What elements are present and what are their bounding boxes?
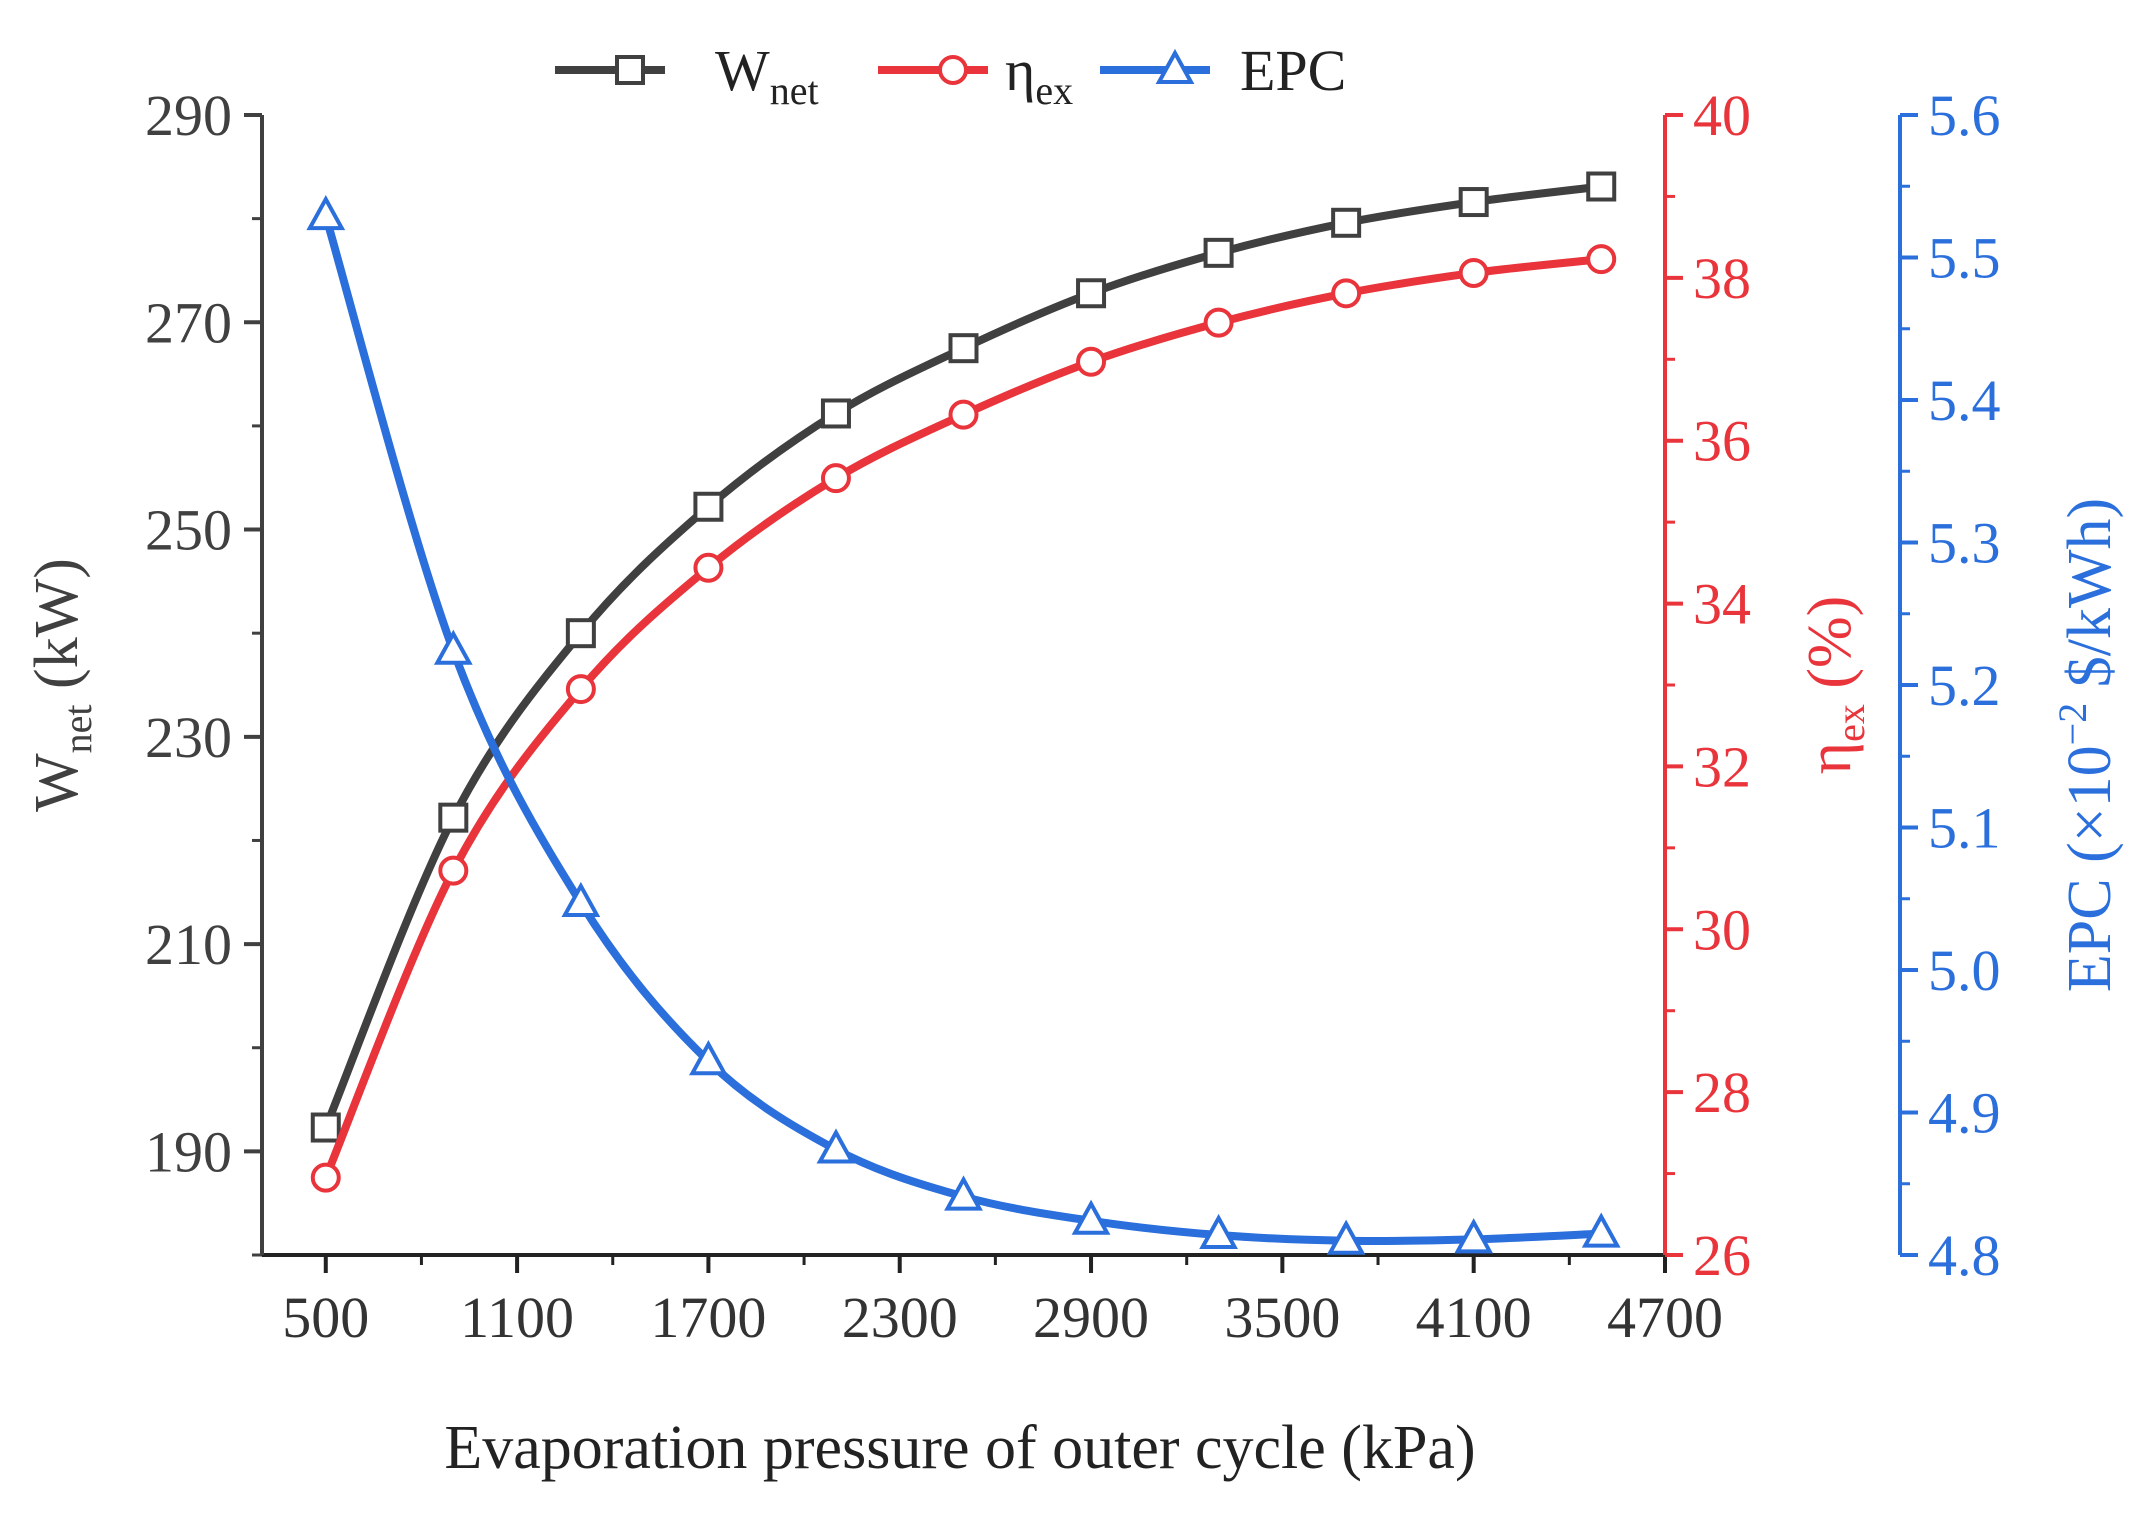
left-tick-label: 230 (145, 705, 232, 770)
x-tick-label: 4100 (1416, 1285, 1532, 1350)
right1-tick-label: 30 (1693, 897, 1751, 962)
series-line (321, 212, 1606, 1245)
left-axis-title: Wnet (kW) (23, 558, 100, 812)
left-tick-label: 290 (145, 83, 232, 148)
right1-tick-label: 28 (1693, 1060, 1751, 1125)
right1-tick-label: 36 (1693, 409, 1751, 474)
right2-tick-label: 5.2 (1928, 653, 2001, 718)
right1-axis-title: ηex (%) (1796, 596, 1873, 775)
right2-tick-label: 4.8 (1928, 1223, 2001, 1288)
series-square (310, 171, 1617, 1143)
legend-label: ηex (1005, 38, 1073, 113)
left-tick-label: 250 (145, 498, 232, 563)
right2-tick-label: 4.9 (1928, 1081, 2001, 1146)
right2-axis-title: EPC (×10−2 $/kWh) (2050, 498, 2124, 992)
legend-item: EPC (1100, 38, 1346, 103)
series-layer (306, 171, 1621, 1255)
x-tick-label: 2900 (1033, 1285, 1149, 1350)
x-tick-label: 500 (282, 1285, 369, 1350)
data-point (820, 398, 851, 429)
data-point (1458, 257, 1489, 288)
data-point (565, 674, 596, 705)
data-point (1199, 1213, 1238, 1250)
right1-tick-label: 40 (1693, 83, 1751, 148)
data-point (438, 855, 469, 886)
legend-item: ηex (878, 38, 1073, 113)
data-point (1203, 237, 1234, 268)
data-point (1326, 1219, 1366, 1255)
series-triangle (306, 195, 1621, 1255)
data-point (1331, 278, 1362, 309)
right2-tick-label: 5.1 (1928, 796, 2001, 861)
data-point (438, 802, 469, 833)
data-point (561, 881, 601, 918)
data-point (1454, 1218, 1494, 1254)
legend: Wnet ηex EPC (555, 38, 1346, 113)
data-point (816, 1128, 856, 1164)
left-tick-label: 210 (145, 912, 232, 977)
legend-label: Wnet (715, 38, 819, 113)
x-tick-label: 1100 (460, 1285, 574, 1350)
x-tick-label: 3500 (1224, 1285, 1340, 1350)
data-point (433, 629, 473, 665)
data-point (1586, 171, 1617, 202)
data-point (948, 333, 979, 364)
right2-tick-label: 5.6 (1928, 83, 2001, 148)
axes: 500 1100 1700 2300 2900 3500 4100 4700 190 210 230… (23, 83, 2124, 1350)
right2-tick-label: 5.3 (1928, 511, 2001, 576)
data-point (1203, 307, 1234, 338)
x-tick-label: 1700 (650, 1285, 766, 1350)
left-tick-label: 270 (145, 290, 232, 355)
legend-marker (938, 55, 968, 85)
data-point (1586, 244, 1617, 275)
data-point (1071, 1199, 1111, 1235)
data-point (820, 463, 851, 494)
right2-tick-label: 5.4 (1928, 368, 2001, 433)
legend-marker (615, 55, 645, 85)
data-point (1581, 1212, 1621, 1248)
right1-tick-label: 32 (1693, 734, 1751, 799)
data-point (948, 399, 979, 430)
series-line (321, 182, 1606, 1132)
data-point (693, 552, 724, 583)
right1-tick-label: 38 (1693, 246, 1751, 311)
data-point (1076, 346, 1107, 377)
legend-marker (1155, 48, 1195, 84)
data-point (944, 1175, 983, 1211)
series-line (321, 255, 1606, 1182)
data-point (1076, 278, 1107, 309)
data-point (689, 1040, 728, 1076)
data-point (310, 1112, 341, 1143)
x-axis-title: Evaporation pressure of outer cycle (kPa… (444, 1414, 1475, 1482)
data-point (306, 195, 346, 231)
right2-tick-label: 5.5 (1928, 226, 2001, 291)
data-point (1458, 187, 1489, 218)
data-point (310, 1162, 341, 1193)
legend-label: EPC (1240, 38, 1346, 103)
right2-tick-label: 5.0 (1928, 938, 2001, 1003)
series-circle (310, 244, 1617, 1193)
left-tick-label: 190 (145, 1119, 232, 1184)
right1-tick-label: 34 (1693, 572, 1751, 637)
data-point (565, 618, 596, 649)
data-point (1331, 207, 1362, 238)
data-point (693, 491, 724, 522)
legend-item: Wnet (555, 38, 819, 113)
right1-tick-label: 26 (1693, 1223, 1751, 1288)
x-tick-label: 4700 (1607, 1285, 1723, 1350)
x-tick-label: 2300 (842, 1285, 958, 1350)
